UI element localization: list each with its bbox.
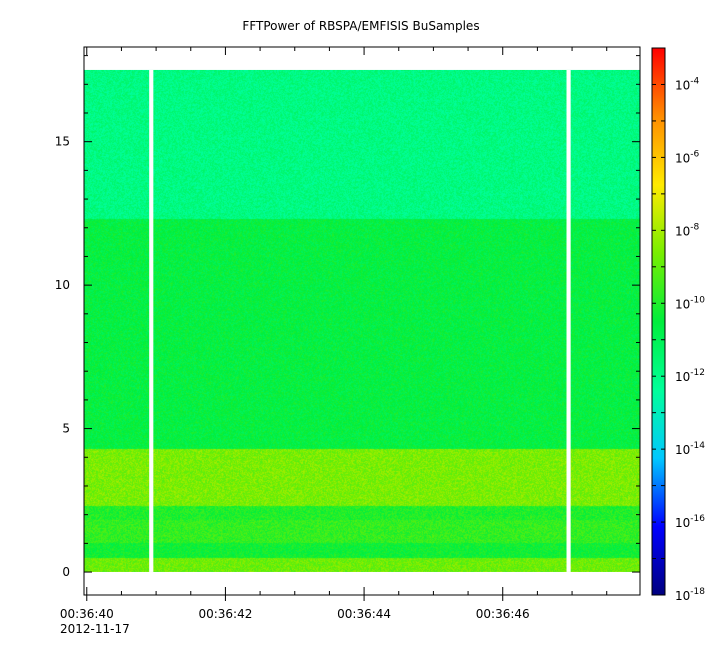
- colorbar-label: 10-12: [675, 368, 705, 384]
- y-axis: 0 5 10 15: [55, 55, 640, 579]
- colorbar-label: 10-16: [675, 514, 705, 530]
- chart-title: FFTPower of RBSPA/EMFISIS BuSamples: [242, 19, 479, 33]
- colorbar-label: 10-10: [675, 295, 705, 311]
- colorbar-label: 10-8: [675, 222, 700, 238]
- colorbar-label: 10-4: [675, 76, 700, 92]
- colorbar-label: 10-14: [675, 441, 705, 457]
- x-tick-label: 00:36:44: [337, 607, 391, 621]
- colorbar-label: 10-18: [675, 587, 705, 603]
- colorbar-scale: [651, 47, 666, 596]
- y-tick-label: 15: [55, 135, 70, 149]
- data-gap: [149, 69, 154, 572]
- x-tick-label: 00:36:40: [60, 607, 114, 621]
- data-gap: [566, 69, 571, 572]
- spectrogram-heatmap: [84, 69, 640, 572]
- x-axis-date-label: 2012-11-17: [60, 622, 130, 636]
- y-tick-label: 10: [55, 278, 70, 292]
- x-tick-label: 00:36:42: [198, 607, 252, 621]
- spectrogram-image: [84, 69, 640, 572]
- colorbar-label: 10-6: [675, 149, 700, 165]
- data-gaps: [149, 69, 571, 572]
- y-tick-label: 0: [62, 565, 70, 579]
- colorbar: 10-4 10-6 10-8 10-10 10-12 10-14 10-16 10-18: [651, 47, 705, 603]
- x-tick-label: 00:36:46: [476, 607, 530, 621]
- plot-frame: [83, 46, 641, 596]
- y-tick-label: 5: [62, 422, 70, 436]
- x-axis: 00:36:40 00:36:42 00:36:44 00:36:46: [60, 47, 608, 621]
